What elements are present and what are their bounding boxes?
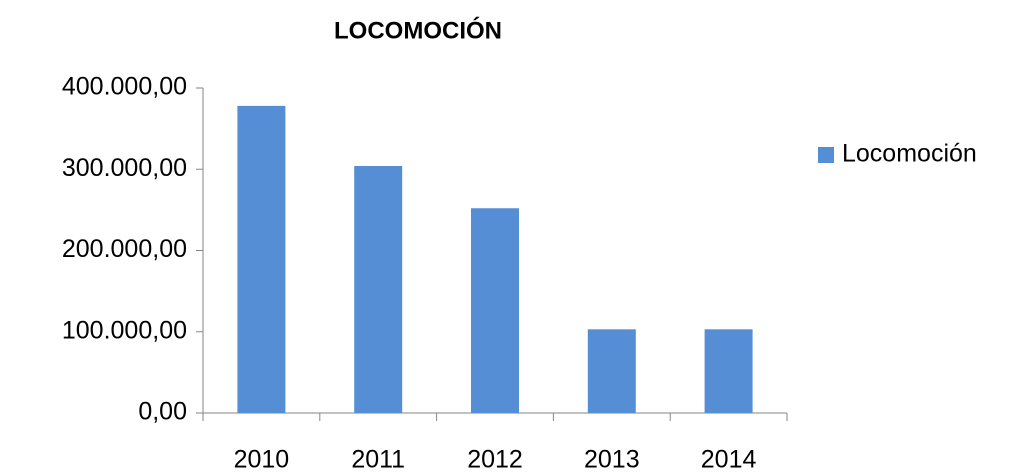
bar xyxy=(237,105,286,413)
x-tick-label: 2011 xyxy=(351,446,405,473)
bar xyxy=(587,329,636,413)
x-tick-label: 2012 xyxy=(467,446,523,473)
x-tick-label: 2010 xyxy=(234,446,290,473)
bar xyxy=(471,208,519,413)
y-tick-label: 100.000,00 xyxy=(62,316,187,344)
chart-title: LOCOMOCIÓN xyxy=(334,16,502,44)
x-tick-label: 2013 xyxy=(584,446,640,473)
y-tick-label: 200.000,00 xyxy=(62,235,187,263)
legend-swatch xyxy=(818,147,834,163)
y-tick-label: 0,00 xyxy=(138,398,187,426)
y-tick-label: 400.000,00 xyxy=(62,73,187,101)
bar xyxy=(704,329,753,413)
legend-label: Locomoción xyxy=(842,140,977,168)
y-tick-label: 300.000,00 xyxy=(62,154,187,182)
bar xyxy=(354,166,403,413)
x-tick-label: 2014 xyxy=(701,446,757,473)
